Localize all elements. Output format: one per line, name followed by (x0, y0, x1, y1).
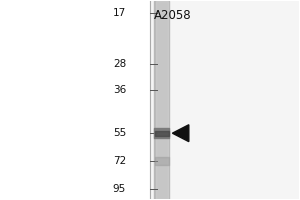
Polygon shape (172, 125, 189, 142)
Text: A2058: A2058 (154, 9, 191, 22)
Text: 95: 95 (113, 184, 126, 194)
Bar (156, 1, 168, 199)
Text: 17: 17 (113, 8, 126, 18)
Bar (1, 1, 150, 199)
Bar (150, 1, 299, 199)
Text: 72: 72 (113, 156, 126, 166)
Bar (154, 1, 169, 199)
Text: 28: 28 (113, 59, 126, 69)
Text: 36: 36 (113, 85, 126, 95)
Text: 55: 55 (113, 128, 126, 138)
